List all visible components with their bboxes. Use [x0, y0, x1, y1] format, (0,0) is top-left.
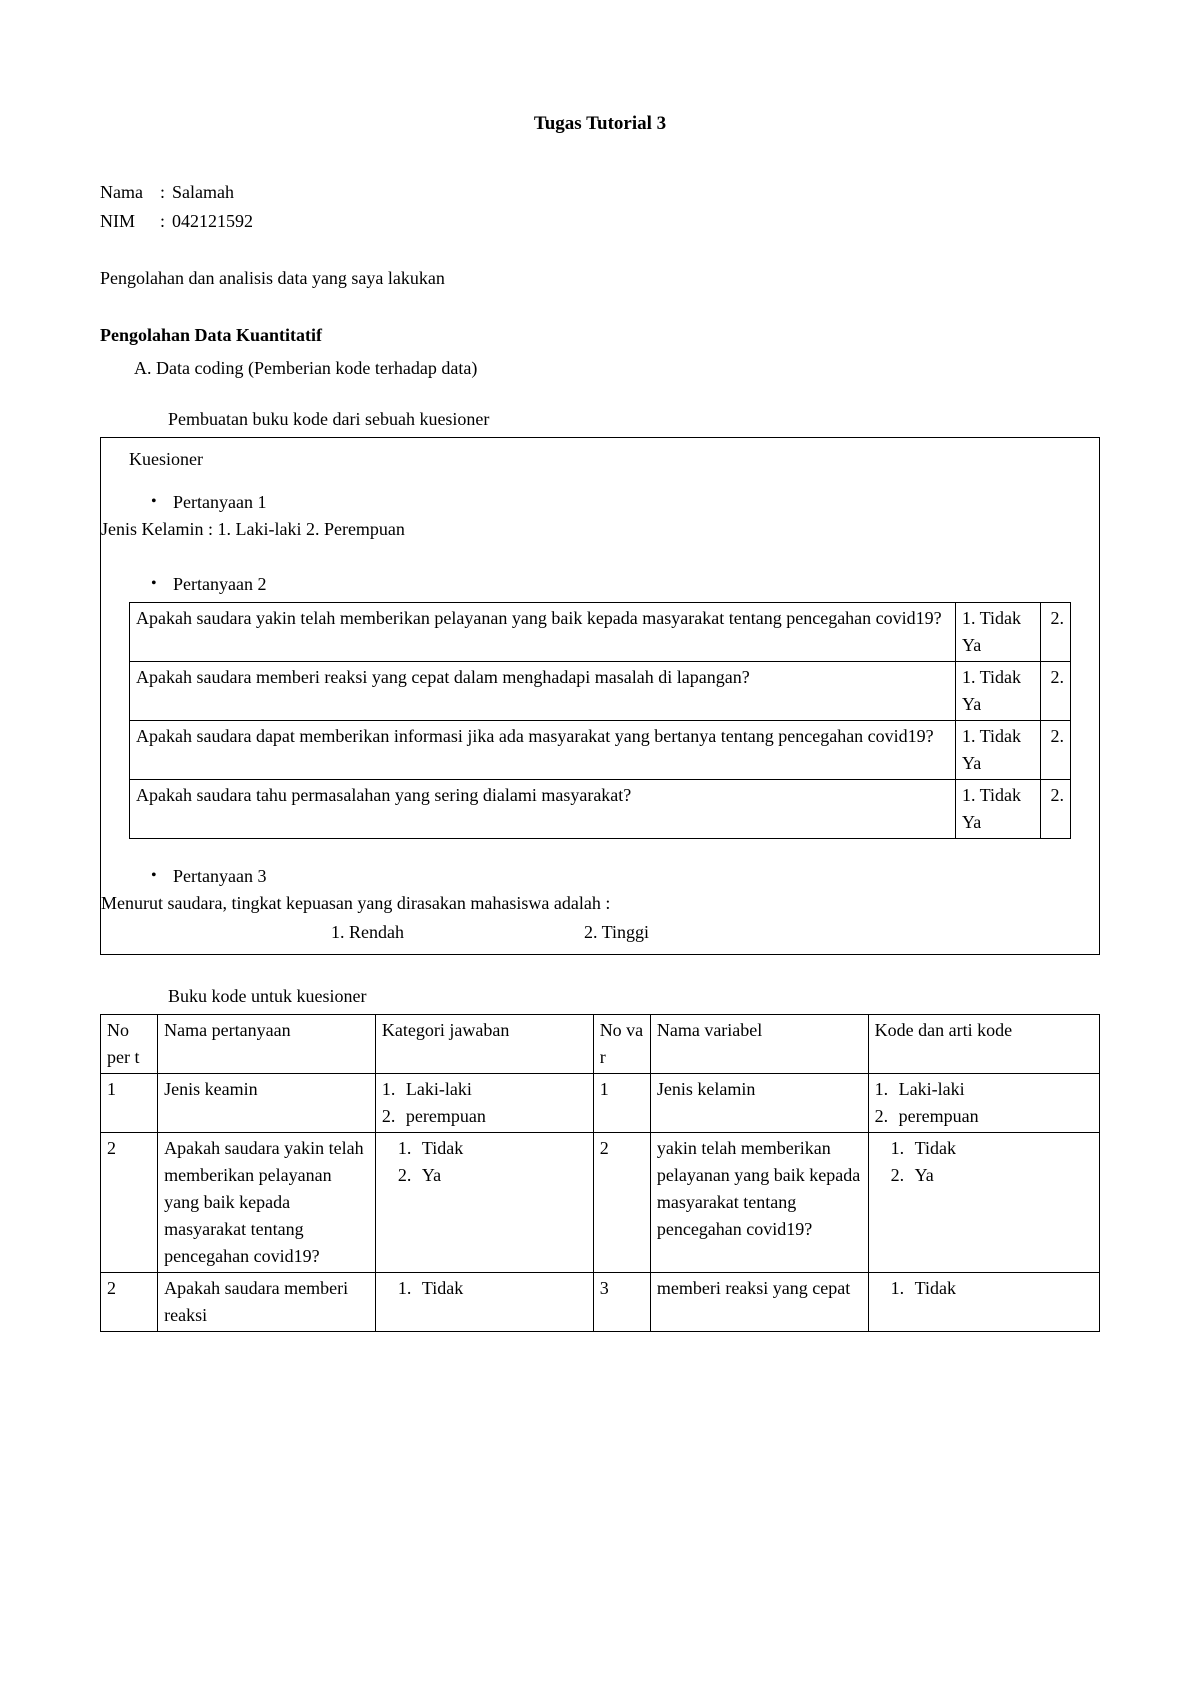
q1-bullet: • Pertanyaan 1 [101, 489, 1099, 516]
q2-answer-1: 1. TidakYa [956, 661, 1041, 720]
table-row: Apakah saudara yakin telah memberikan pe… [130, 602, 1071, 661]
cb-no: 2 [101, 1272, 158, 1331]
cb-kategori: 1.Tidak [375, 1272, 593, 1331]
col-no-pert: No per t [101, 1014, 158, 1073]
col-kategori: Kategori jawaban [375, 1014, 593, 1073]
separator: : [160, 179, 172, 206]
cb-no: 1 [101, 1073, 158, 1132]
codebook-table: No per t Nama pertanyaan Kategori jawaba… [100, 1014, 1100, 1332]
q2-label: Pertanyaan 2 [173, 571, 266, 598]
codebook-header-row: No per t Nama pertanyaan Kategori jawaba… [101, 1014, 1100, 1073]
nama-label: Nama [100, 179, 160, 206]
table-row: 1Jenis keamin1.Laki-laki2.perempuan1Jeni… [101, 1073, 1100, 1132]
intro-text: Pengolahan dan analisis data yang saya l… [100, 265, 1100, 292]
cb-no: 2 [101, 1132, 158, 1272]
cb-name: Jenis keamin [158, 1073, 376, 1132]
q2-answer-1: 1. TidakYa [956, 779, 1041, 838]
section-heading: Pengolahan Data Kuantitatif [100, 322, 1100, 349]
col-nama-variabel: Nama variabel [650, 1014, 868, 1073]
cb-kode: 1.Tidak2.Ya [868, 1132, 1099, 1272]
q2-bullet: • Pertanyaan 2 [101, 571, 1099, 598]
cb-vname: Jenis kelamin [650, 1073, 868, 1132]
identity-block: Nama : Salamah NIM : 042121592 [100, 179, 1100, 235]
cb-vname: yakin telah memberikan pelayanan yang ba… [650, 1132, 868, 1272]
q2-question: Apakah saudara memberi reaksi yang cepat… [130, 661, 956, 720]
col-no-var: No va r [593, 1014, 650, 1073]
bullet-icon: • [151, 571, 173, 597]
page-title: Tugas Tutorial 3 [100, 110, 1100, 139]
q2-answer-2-num: 2. [1041, 661, 1071, 720]
q2-table: Apakah saudara yakin telah memberikan pe… [129, 602, 1071, 839]
cb-var: 3 [593, 1272, 650, 1331]
q2-answer-2-num: 2. [1041, 602, 1071, 661]
q2-answer-1: 1. TidakYa [956, 602, 1041, 661]
q2-question: Apakah saudara yakin telah memberikan pe… [130, 602, 956, 661]
col-nama-pertanyaan: Nama pertanyaan [158, 1014, 376, 1073]
kuesioner-box: Kuesioner • Pertanyaan 1 Jenis Kelamin :… [100, 437, 1100, 955]
nama-value: Salamah [172, 179, 234, 206]
bullet-icon: • [151, 489, 173, 515]
table-row: Apakah saudara dapat memberikan informas… [130, 720, 1071, 779]
q3-label: Pertanyaan 3 [173, 863, 266, 890]
q2-answer-2-num: 2. [1041, 720, 1071, 779]
cb-kategori: 1.Tidak2.Ya [375, 1132, 593, 1272]
q3-options: 1. Rendah 2. Tinggi [101, 919, 1099, 946]
nim-value: 042121592 [172, 208, 253, 235]
table-row: Apakah saudara tahu permasalahan yang se… [130, 779, 1071, 838]
q3-opt1: 1. Rendah [331, 919, 404, 946]
q2-question: Apakah saudara dapat memberikan informas… [130, 720, 956, 779]
cb-kode: 1.Laki-laki2.perempuan [868, 1073, 1099, 1132]
cb-kategori: 1.Laki-laki2.perempuan [375, 1073, 593, 1132]
cb-var: 2 [593, 1132, 650, 1272]
table-row: Apakah saudara memberi reaksi yang cepat… [130, 661, 1071, 720]
cb-kode: 1.Tidak [868, 1272, 1099, 1331]
q2-answer-1: 1. TidakYa [956, 720, 1041, 779]
q2-question: Apakah saudara tahu permasalahan yang se… [130, 779, 956, 838]
bullet-icon: • [151, 863, 173, 889]
q3-bullet: • Pertanyaan 3 [101, 863, 1099, 890]
caption-kuesioner: Pembuatan buku kode dari sebuah kuesione… [168, 406, 1100, 433]
cb-name: Apakah saudara memberi reaksi [158, 1272, 376, 1331]
caption-codebook: Buku kode untuk kuesioner [168, 983, 1100, 1010]
q3-text: Menurut saudara, tingkat kepuasan yang d… [101, 890, 1099, 917]
separator: : [160, 208, 172, 235]
col-kode: Kode dan arti kode [868, 1014, 1099, 1073]
section-item-a: A. Data coding (Pemberian kode terhadap … [134, 355, 1100, 382]
q2-answer-2-num: 2. [1041, 779, 1071, 838]
table-row: 2Apakah saudara yakin telah memberikan p… [101, 1132, 1100, 1272]
q1-label: Pertanyaan 1 [173, 489, 266, 516]
cb-vname: memberi reaksi yang cepat [650, 1272, 868, 1331]
cb-var: 1 [593, 1073, 650, 1132]
q1-text: Jenis Kelamin : 1. Laki-laki 2. Perempua… [101, 516, 1099, 543]
cb-name: Apakah saudara yakin telah memberikan pe… [158, 1132, 376, 1272]
kuesioner-label: Kuesioner [101, 446, 1099, 473]
table-row: 2Apakah saudara memberi reaksi1.Tidak3me… [101, 1272, 1100, 1331]
nim-label: NIM [100, 208, 160, 235]
q3-opt2: 2. Tinggi [584, 919, 649, 946]
